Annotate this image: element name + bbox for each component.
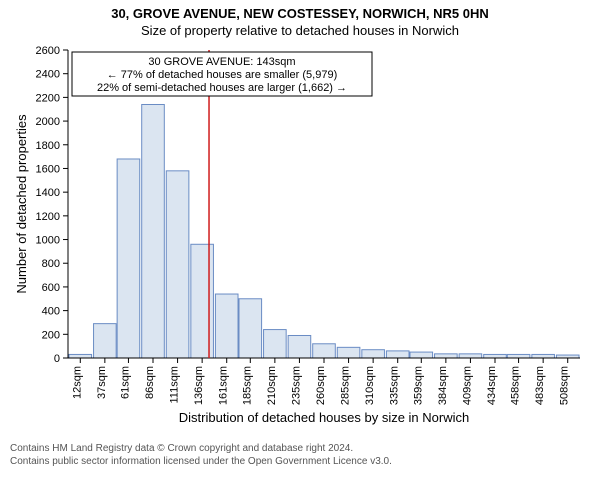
svg-text:458sqm: 458sqm [510,366,522,405]
bar [142,104,165,358]
bar [532,354,555,358]
bar [484,354,507,358]
bar [166,171,189,358]
bar [215,294,238,358]
svg-text:2400: 2400 [36,69,60,81]
footer-attribution: Contains HM Land Registry data © Crown c… [0,437,600,472]
svg-text:1200: 1200 [36,211,60,223]
svg-text:260sqm: 260sqm [315,366,327,405]
page-title-sub: Size of property relative to detached ho… [0,23,600,38]
footer-line1: Contains HM Land Registry data © Crown c… [10,443,590,456]
bar [264,330,287,358]
annotation-line1: 30 GROVE AVENUE: 143sqm [148,56,295,68]
svg-text:483sqm: 483sqm [534,366,546,405]
footer-line2: Contains public sector information licen… [10,456,590,469]
svg-text:185sqm: 185sqm [241,366,253,405]
bar [69,354,92,358]
bar [362,350,385,358]
bar [191,244,214,358]
svg-text:1000: 1000 [36,235,60,247]
annotation-line3: 22% of semi-detached houses are larger (… [97,82,347,94]
bar [313,344,336,358]
svg-text:359sqm: 359sqm [412,366,424,405]
bar [386,351,409,358]
svg-text:409sqm: 409sqm [461,366,473,405]
svg-text:37sqm: 37sqm [96,366,108,399]
svg-text:400: 400 [42,306,60,318]
svg-text:285sqm: 285sqm [340,366,352,405]
svg-text:800: 800 [42,258,60,270]
svg-text:1600: 1600 [36,163,60,175]
svg-text:12sqm: 12sqm [71,366,83,399]
bar [507,354,530,358]
y-axis-label: Number of detached properties [14,114,29,294]
bar [94,324,117,358]
svg-text:600: 600 [42,282,60,294]
svg-text:210sqm: 210sqm [266,366,278,405]
svg-text:0: 0 [54,353,60,365]
bar [288,335,311,358]
bar [239,299,262,358]
svg-text:111sqm: 111sqm [169,366,181,404]
svg-text:2200: 2200 [36,92,60,104]
bar [337,347,360,358]
svg-text:86sqm: 86sqm [144,366,156,399]
bar [435,354,458,358]
svg-text:508sqm: 508sqm [559,366,571,405]
histogram-chart: 0 200 400 600 800 1000 1200 1400 1600 1800 2000 220… [10,42,590,437]
svg-text:235sqm: 235sqm [290,366,302,405]
svg-text:2600: 2600 [36,45,60,57]
svg-text:161sqm: 161sqm [218,366,230,405]
svg-text:384sqm: 384sqm [437,366,449,405]
svg-text:61sqm: 61sqm [119,366,131,399]
svg-text:136sqm: 136sqm [193,366,205,405]
bar [410,352,433,358]
svg-text:1400: 1400 [36,187,60,199]
x-axis-label: Distribution of detached houses by size … [179,410,469,425]
svg-text:434sqm: 434sqm [486,366,498,405]
svg-text:335sqm: 335sqm [389,366,401,405]
svg-text:310sqm: 310sqm [364,366,376,405]
bar [459,354,482,358]
svg-text:1800: 1800 [36,140,60,152]
page-title-address: 30, GROVE AVENUE, NEW COSTESSEY, NORWICH… [0,6,600,21]
svg-text:200: 200 [42,329,60,341]
chart-svg: 0 200 400 600 800 1000 1200 1400 1600 1800 2000 220… [10,42,590,432]
annotation-line2: ← 77% of detached houses are smaller (5,… [107,69,338,81]
bar [117,159,140,358]
svg-text:2000: 2000 [36,116,60,128]
